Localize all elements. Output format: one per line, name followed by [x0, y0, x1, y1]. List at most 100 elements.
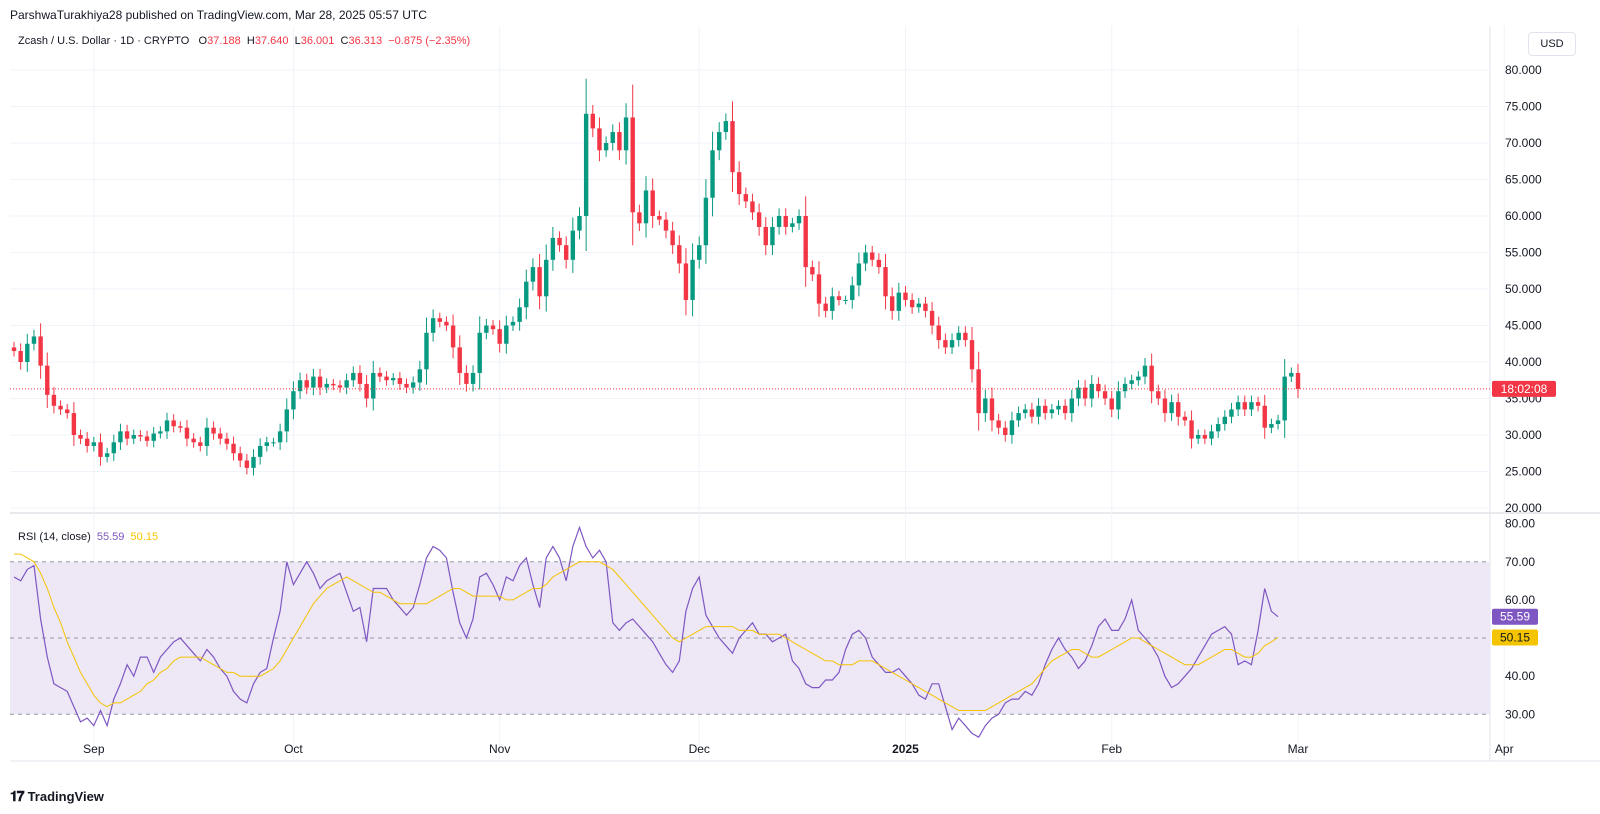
- candle: [903, 286, 908, 307]
- candle-body: [1076, 387, 1081, 399]
- candle-body: [889, 296, 895, 311]
- candle: [497, 320, 502, 353]
- candle: [51, 387, 57, 414]
- time-axis: Sep Oct Nov Dec 2025 Feb Mar Apr: [83, 742, 1513, 756]
- candle-body: [1069, 398, 1075, 414]
- candle: [510, 316, 516, 331]
- change-value: −0.875 (−2.35%): [388, 35, 471, 47]
- candle: [45, 352, 50, 408]
- candle-body: [424, 332, 429, 370]
- candle: [776, 208, 782, 235]
- candle: [237, 446, 243, 468]
- candle: [344, 373, 349, 395]
- candle-body: [963, 332, 968, 341]
- candle: [470, 365, 476, 392]
- candle: [444, 316, 449, 331]
- candle-body: [118, 431, 123, 443]
- candle: [896, 282, 902, 321]
- candle-body: [517, 307, 522, 322]
- candle: [377, 367, 383, 383]
- candle: [271, 437, 276, 447]
- price-tick-label: 20.000: [1505, 501, 1542, 515]
- candle-body: [171, 420, 176, 427]
- candle-body: [1176, 402, 1181, 417]
- candle: [504, 315, 509, 354]
- rsi-tick-label: 60.00: [1505, 593, 1535, 607]
- chart-canvas[interactable]: 80.000 75.000 70.000 65.000 60.000 55.000 50.0…: [0, 26, 1600, 796]
- candle-body: [883, 267, 888, 297]
- candle-body: [138, 435, 143, 437]
- candle-body: [1056, 405, 1061, 410]
- candle: [1069, 389, 1075, 422]
- candle-body: [224, 438, 230, 444]
- candle-body: [590, 113, 595, 129]
- candle: [557, 231, 562, 252]
- candle-body: [929, 310, 935, 326]
- candle-body: [1122, 383, 1128, 392]
- candle-body: [856, 263, 862, 286]
- candle-body: [218, 433, 223, 439]
- candle-body: [1282, 376, 1287, 421]
- candle-body: [464, 372, 469, 384]
- tradingview-logo[interactable]: 𝟏𝟕 TradingView: [10, 788, 104, 805]
- candle-body: [191, 438, 196, 443]
- candle-body: [1249, 402, 1254, 410]
- price-tick-label: 75.000: [1505, 100, 1542, 114]
- candle-body: [124, 431, 130, 439]
- candle: [610, 124, 615, 151]
- time-tick-label: Oct: [284, 742, 303, 756]
- candle-body: [870, 252, 875, 260]
- rsi-tick-label: 30.00: [1505, 707, 1535, 721]
- candle: [630, 84, 635, 246]
- candle-body: [1009, 420, 1015, 435]
- candle-body: [909, 299, 915, 308]
- candle-body: [1162, 398, 1168, 414]
- candle-body: [730, 121, 735, 173]
- candle: [58, 400, 63, 415]
- candle-body: [876, 259, 882, 268]
- candle: [1122, 377, 1128, 398]
- candle: [956, 326, 961, 347]
- candle: [563, 236, 569, 269]
- candle: [1242, 395, 1247, 417]
- candle: [397, 371, 403, 391]
- candle-body: [58, 405, 63, 410]
- candle: [430, 309, 436, 342]
- candle: [204, 417, 210, 456]
- candle-body: [404, 383, 409, 388]
- candle: [590, 105, 595, 138]
- candle: [1222, 410, 1228, 431]
- candle-body: [823, 303, 828, 311]
- candle: [723, 113, 729, 140]
- candle: [1196, 429, 1201, 445]
- rsi-tick-label: 80.00: [1505, 517, 1535, 531]
- candle: [91, 436, 97, 452]
- currency-button[interactable]: USD: [1528, 32, 1576, 56]
- candle-body: [1129, 380, 1134, 384]
- candle: [976, 351, 981, 431]
- rsi-title: RSI (14, close): [18, 531, 91, 543]
- price-tick-label: 30.000: [1505, 428, 1542, 442]
- candle-body: [969, 340, 975, 370]
- candle: [191, 433, 196, 448]
- candle-body: [1062, 405, 1068, 414]
- candle-body: [1142, 365, 1148, 377]
- candle: [198, 436, 203, 452]
- candle-body: [570, 230, 576, 260]
- candle-body: [351, 372, 356, 381]
- candle-body: [484, 325, 489, 333]
- rsi-legend: RSI (14, close) 55.59 50.15: [18, 531, 158, 543]
- candle-body: [1029, 409, 1035, 417]
- candle: [311, 368, 316, 396]
- candle: [836, 290, 842, 306]
- candle: [437, 312, 442, 328]
- candle: [357, 365, 363, 392]
- candle: [936, 316, 941, 349]
- candle-body: [45, 365, 50, 395]
- candle-body: [317, 376, 323, 388]
- candle: [743, 187, 749, 208]
- candle-body: [1269, 424, 1274, 428]
- candle: [1162, 389, 1168, 422]
- candle: [1176, 393, 1181, 426]
- candle-body: [397, 378, 403, 384]
